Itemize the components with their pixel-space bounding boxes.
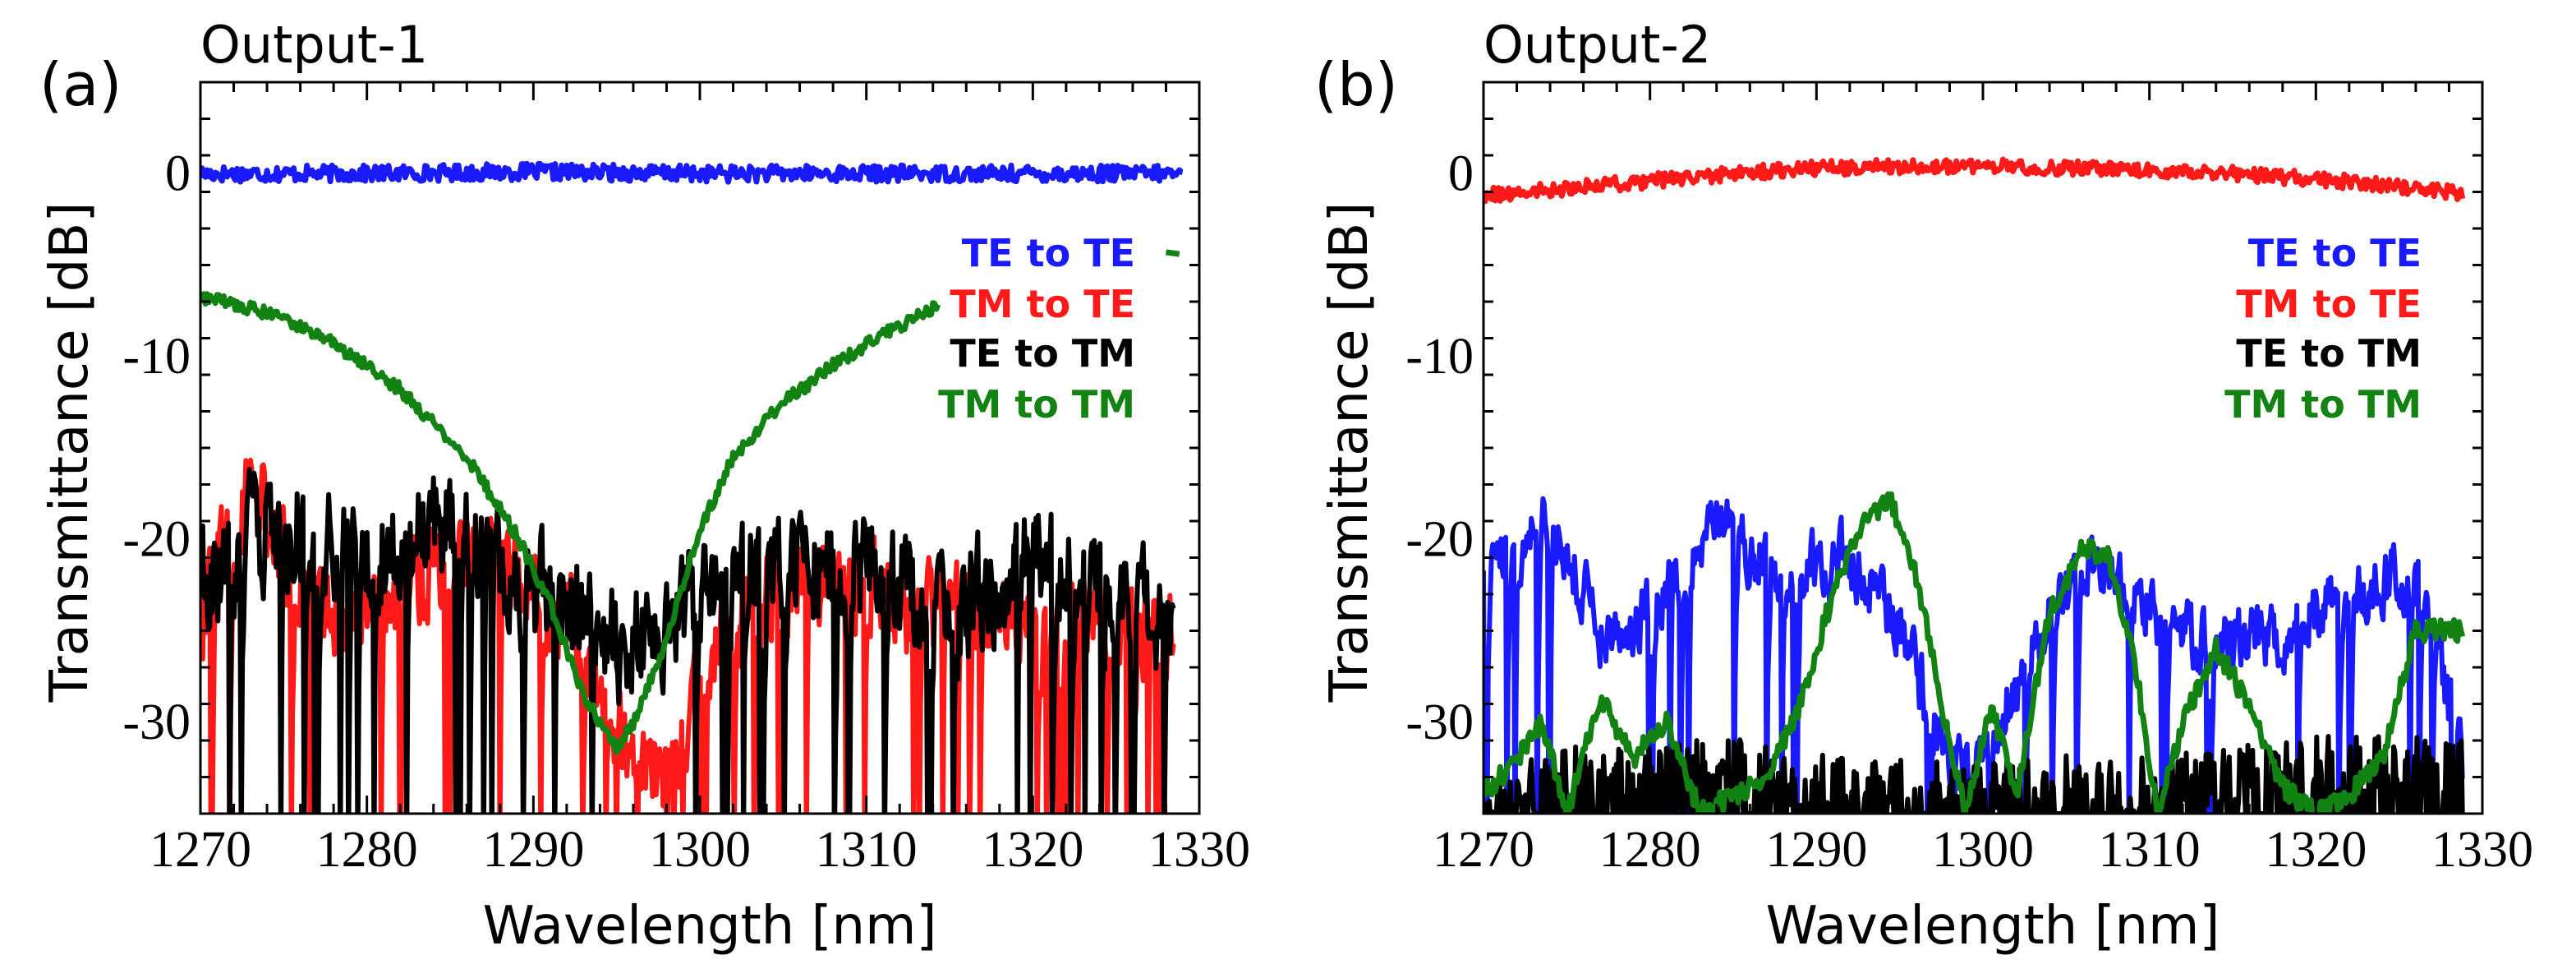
panel-a-y-tick-label: -30 [122, 694, 191, 750]
panel-a-x-tick-label: 1310 [816, 822, 918, 878]
panel-a-series-tm-to-tm-tail [1166, 249, 1180, 257]
panel-a-legend-tm-to-tm: TM to TM [938, 382, 1135, 427]
panel-a-x-tick-label: 1320 [982, 822, 1083, 878]
panel-b-y-tick-label: -30 [1405, 694, 1474, 750]
panel-b-x-axis-title: Wavelength [nm] [1766, 896, 2220, 957]
panel-a-y-tick-label: -20 [122, 511, 191, 567]
panel-a-y-axis-title: Transmittance [dB] [39, 202, 100, 704]
panel-b-legend: TE to TE TM to TE TE to TM TM to TM [2224, 231, 2422, 427]
panel-a-legend-te-to-te: TE to TE [962, 231, 1135, 275]
panel-a-y-tick-label: 0 [165, 145, 191, 201]
panel-a-legend-tm-to-te: TM to TE [950, 282, 1135, 326]
panel-a-y-tick-label: -10 [122, 329, 191, 385]
panel-b-x-tick-label: 1330 [2431, 822, 2533, 878]
panel-a-series-te-to-te [200, 160, 1184, 185]
panel-b-legend-te-to-tm: TE to TM [2236, 331, 2422, 376]
panel-a-x-tick-label: 1270 [150, 822, 251, 878]
panel-b-y-tick-label: 0 [1448, 145, 1474, 201]
panel-a-x-tick-label: 1280 [316, 822, 418, 878]
panel-a-legend: TE to TE TM to TE TE to TM TM to TM [938, 231, 1135, 427]
panel-a-series-group [200, 160, 1184, 814]
panel-b-x-tick-label: 1310 [2099, 822, 2201, 878]
panel-b-plot-area: 1270 1280 1290 1300 1310 1320 1330 0 -10 -20 -30 [1405, 81, 2533, 878]
panel-a-legend-te-to-tm: TE to TM [950, 331, 1135, 376]
panel-b-x-tick-label: 1290 [1765, 822, 1867, 878]
panel-a-x-tick-label: 1300 [649, 822, 751, 878]
panel-b-series-tm-to-te [1484, 156, 2466, 205]
panel-a-plot-area: 1270 1280 1290 1300 1310 1320 1330 0 -10 -20 -30 [122, 81, 1250, 878]
panel-b-letter: (b) [1314, 50, 1398, 119]
panel-b-y-axis-title: Transmittance [dB] [1319, 202, 1380, 704]
panel-a-x-tick-label: 1330 [1148, 822, 1250, 878]
panel-b: (b) Output-2 Transmittance [dB] Waveleng… [1314, 15, 2533, 957]
panel-b-legend-tm-to-te: TM to TE [2236, 282, 2422, 326]
panel-b-legend-te-to-te: TE to TE [2248, 231, 2422, 275]
panel-a-series-tm-to-tm [200, 291, 941, 755]
panel-b-title: Output-2 [1484, 15, 1711, 75]
panel-b-series-group [1484, 156, 2466, 814]
panel-a-title: Output-1 [200, 15, 428, 75]
panel-b-frame [1482, 81, 2484, 815]
panel-b-x-tick-label: 1300 [1932, 822, 2034, 878]
panel-b-y-tick-label: -10 [1405, 329, 1474, 385]
panel-b-x-tick-label: 1320 [2265, 822, 2367, 878]
panel-a-letter: (a) [39, 50, 122, 119]
panel-b-y-tick-label: -20 [1405, 511, 1474, 567]
panel-a-x-axis-title: Wavelength [nm] [483, 896, 937, 957]
panel-b-series-tm-to-tm [1484, 491, 2466, 814]
panel-a-series-te-to-tm [200, 467, 1176, 814]
panel-b-legend-tm-to-tm: TM to TM [2224, 382, 2422, 427]
panel-b-x-tick-label: 1270 [1433, 822, 1534, 878]
panel-a-x-tick-label: 1290 [482, 822, 584, 878]
panel-a: (a) Output-1 Transmittance [dB] Waveleng… [39, 15, 1250, 957]
panel-b-x-tick-label: 1280 [1599, 822, 1701, 878]
